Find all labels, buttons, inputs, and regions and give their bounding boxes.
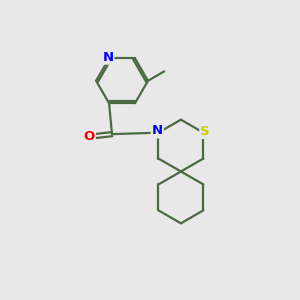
Text: S: S	[200, 125, 210, 138]
Text: N: N	[102, 51, 113, 64]
Text: N: N	[152, 124, 163, 137]
Text: O: O	[84, 130, 95, 143]
